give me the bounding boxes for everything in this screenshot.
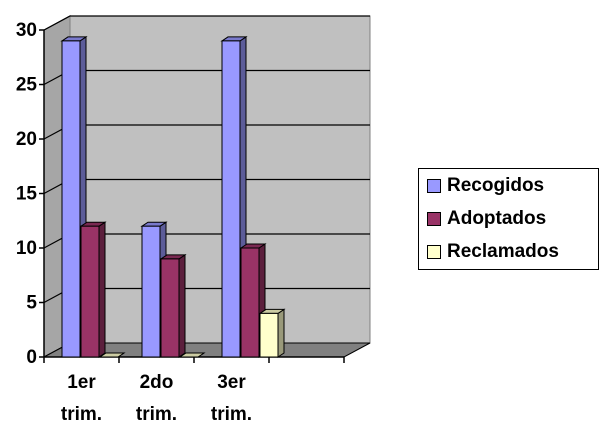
y-tick-label: 0 bbox=[26, 347, 37, 368]
x-tick-label: trim. bbox=[211, 404, 252, 425]
legend-label-recogidos: Recogidos bbox=[447, 175, 545, 196]
legend-item-reclamados: Reclamados bbox=[427, 239, 559, 265]
legend-label-reclamados: Reclamados bbox=[447, 241, 559, 262]
legend-swatch-reclamados bbox=[427, 245, 441, 259]
x-tick-label: trim. bbox=[61, 404, 102, 425]
y-tick-label: 10 bbox=[16, 238, 37, 259]
x-tick-label: 3er bbox=[217, 372, 246, 393]
bar-reclamados-1-top bbox=[98, 352, 126, 358]
legend-swatch-adoptados bbox=[427, 212, 441, 226]
bar-adoptados-3 bbox=[240, 247, 260, 358]
y-tick-label: 15 bbox=[16, 184, 38, 205]
bar-adoptados-2 bbox=[160, 258, 180, 358]
bar-reclamados-3 bbox=[259, 312, 279, 358]
bar-recogidos-3 bbox=[221, 40, 241, 358]
legend-swatch-recogidos bbox=[427, 179, 441, 193]
legend-item-adoptados: Adoptados bbox=[427, 206, 546, 232]
legend-item-recogidos: Recogidos bbox=[427, 173, 544, 199]
bar-adoptados-1-side bbox=[98, 221, 106, 358]
bar-recogidos-2 bbox=[141, 225, 161, 358]
bar-adoptados-1 bbox=[80, 225, 100, 358]
legend-label-adoptados: Adoptados bbox=[447, 208, 547, 229]
y-tick-label: 30 bbox=[16, 20, 37, 41]
x-tick-label: 2do bbox=[140, 372, 174, 393]
x-tick-label: trim. bbox=[136, 404, 177, 425]
bar-reclamados-3-side bbox=[277, 308, 285, 358]
bar-reclamados-2-top bbox=[178, 352, 206, 358]
y-tick-label: 25 bbox=[16, 75, 38, 96]
bar-recogidos-1 bbox=[61, 40, 81, 358]
bar-adoptados-2-side bbox=[178, 253, 186, 358]
y-tick-label: 5 bbox=[26, 293, 37, 314]
gridline bbox=[43, 15, 370, 31]
legend: Recogidos Adoptados Reclamados bbox=[418, 168, 599, 270]
x-tick-label: 1er bbox=[67, 372, 96, 393]
y-tick-label: 20 bbox=[16, 129, 37, 150]
